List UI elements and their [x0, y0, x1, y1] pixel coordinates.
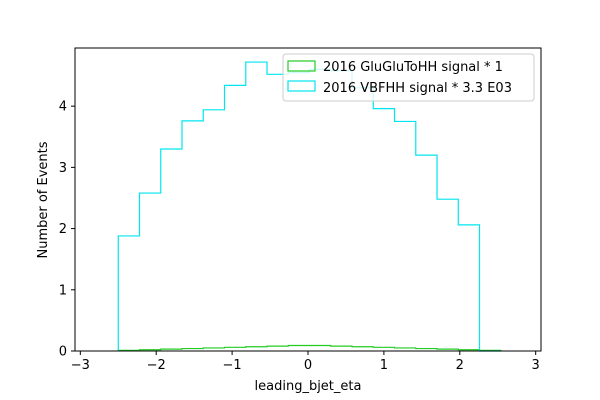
legend-label-gluglu: 2016 GluGluToHH signal * 1 — [323, 60, 503, 75]
legend-swatch-vbf — [287, 80, 316, 92]
legend-label-vbf: 2016 VBFHH signal * 3.3 E03 — [323, 81, 512, 96]
x-tick-label: −3 — [71, 358, 90, 373]
x-axis-label: leading_bjet_eta — [255, 379, 362, 394]
x-tick-label: 2 — [456, 358, 464, 373]
x-tick-label: 1 — [380, 358, 388, 373]
y-tick-label: 0 — [59, 345, 67, 360]
y-tick-label: 2 — [59, 222, 67, 237]
x-tick-label: 0 — [304, 358, 312, 373]
x-tick-label: −1 — [223, 358, 242, 373]
x-tick-label: 3 — [532, 358, 540, 373]
y-tick-label: 4 — [59, 100, 67, 115]
y-tick-label: 3 — [59, 161, 67, 176]
legend: 2016 GluGluToHH signal * 1 2016 VBFHH si… — [282, 53, 535, 102]
legend-swatch-gluglu — [287, 60, 316, 72]
series-step-0 — [117, 344, 502, 351]
ticks-layer: −3 −2 −1 0 1 2 3 0 1 2 3 4 — [59, 100, 540, 373]
y-axis-label: Number of Events — [36, 141, 51, 258]
y-tick-label: 1 — [59, 283, 67, 298]
legend-box — [282, 53, 535, 102]
x-tick-label: −2 — [147, 358, 166, 373]
